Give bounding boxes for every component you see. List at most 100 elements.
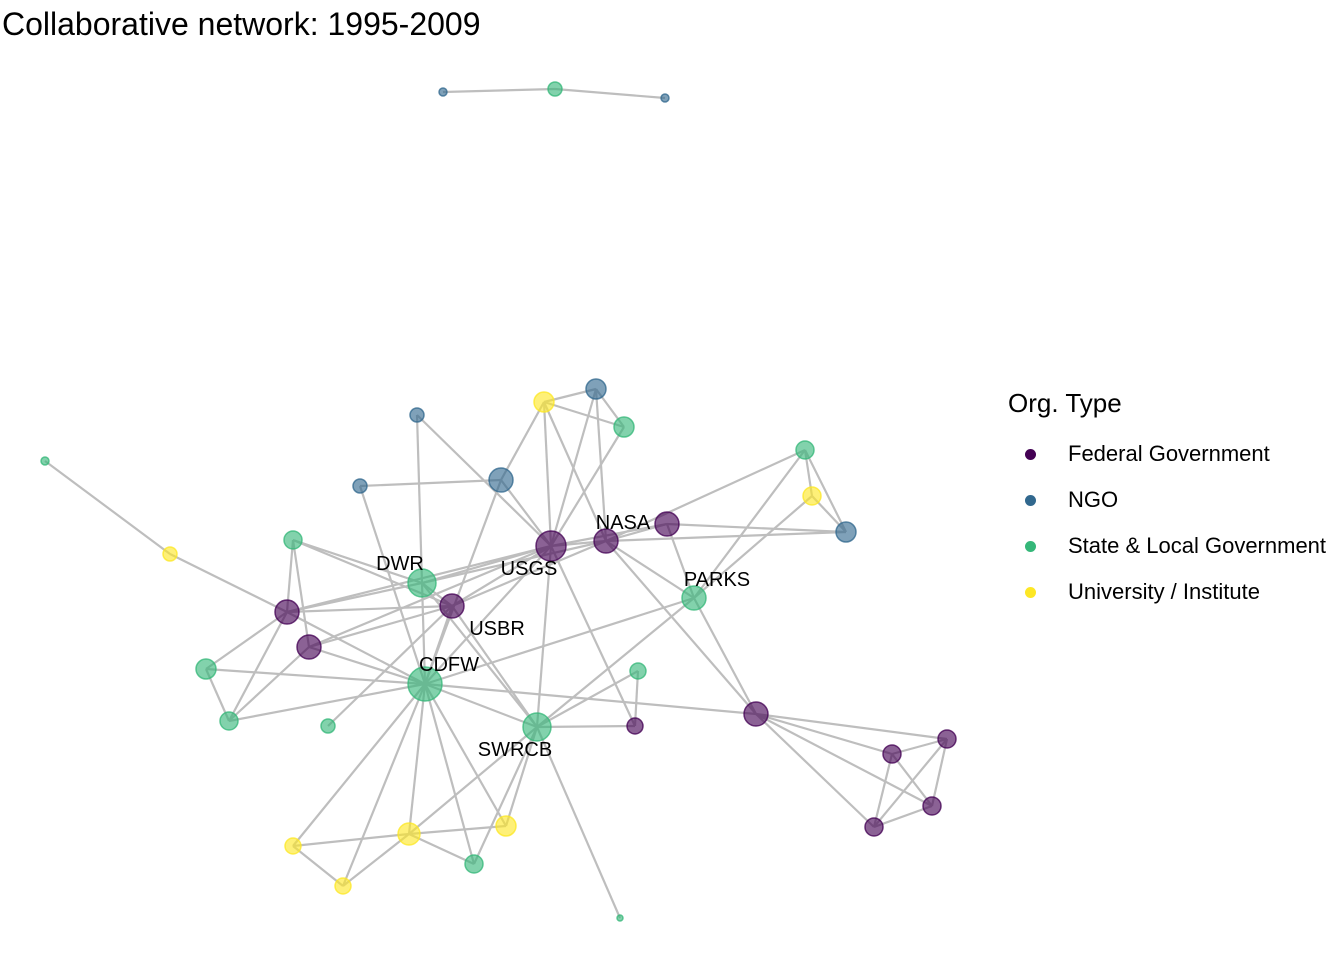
legend: Org. Type Federal Government NGO State &… (1008, 388, 1326, 615)
edge (423, 683, 476, 865)
edge (535, 726, 622, 919)
node-ur (802, 486, 822, 506)
node-label-usgs: USGS (501, 558, 558, 580)
node-label-dwr: DWR (376, 553, 424, 575)
edge (605, 448, 806, 543)
edge (873, 738, 948, 828)
edge (408, 824, 507, 836)
node-g3 (219, 711, 239, 731)
edge (500, 401, 545, 481)
edge (169, 553, 288, 613)
legend-title: Org. Type (1008, 388, 1122, 418)
node-parks (681, 585, 707, 611)
edge (451, 539, 607, 608)
edge (872, 753, 894, 828)
edge (292, 683, 426, 847)
node-uni1 (162, 546, 178, 562)
edge (408, 726, 538, 835)
edge (424, 596, 695, 686)
node-usbr (439, 593, 465, 619)
edge (536, 670, 639, 728)
node-usgs (535, 530, 567, 562)
node-f7 (937, 729, 957, 749)
chart-title: Collaborative network: 1995-2009 (2, 6, 481, 42)
node-g4 (320, 718, 336, 734)
edge (358, 485, 427, 685)
edge (327, 605, 453, 727)
nodes-layer (40, 81, 957, 922)
node-g7 (464, 854, 484, 874)
node-gr (795, 440, 815, 460)
edge (549, 388, 598, 547)
node-dwr (407, 568, 437, 598)
edge (228, 611, 288, 722)
edge (605, 530, 847, 543)
edge (542, 401, 553, 547)
edge (359, 478, 502, 488)
edge (407, 683, 427, 835)
edge (308, 604, 453, 649)
edge (292, 538, 423, 585)
edge (605, 540, 695, 599)
node-t2 (547, 81, 563, 97)
edge (308, 645, 426, 686)
node-nasa (593, 528, 619, 554)
node-n4 (585, 378, 607, 400)
edge (292, 832, 410, 848)
node-f2 (296, 634, 322, 660)
labels-layer: DWR USGS NASA USBR PARKS CDFW SWRCB (376, 512, 750, 761)
edge (755, 712, 948, 741)
node-f4 (626, 717, 644, 735)
edge (286, 611, 426, 685)
node-u1 (533, 391, 555, 413)
node-u3 (397, 822, 421, 846)
edge (286, 604, 453, 614)
edge (415, 414, 424, 584)
legend-label: Federal Government (1068, 441, 1270, 466)
node-label-nasa: NASA (596, 512, 651, 534)
edge (504, 726, 539, 827)
legend-dot-state-local-government (1025, 540, 1036, 552)
edge (44, 460, 171, 555)
node-swrcb (522, 712, 552, 742)
node-u5 (334, 877, 352, 895)
edge (633, 670, 640, 727)
node-nr (835, 521, 857, 543)
edge (205, 611, 288, 670)
node-g5 (613, 416, 635, 438)
node-g8 (616, 914, 624, 922)
edge (554, 87, 666, 100)
edge (543, 400, 625, 429)
edge (228, 682, 426, 723)
edge (442, 87, 556, 94)
edge (755, 713, 933, 807)
edge (424, 683, 507, 827)
node-g6 (629, 662, 647, 680)
node-f6 (882, 744, 902, 764)
legend-dot-university-institute (1025, 586, 1036, 598)
edge (535, 545, 553, 728)
edge (473, 726, 538, 865)
node-f9 (864, 817, 884, 837)
edge (424, 545, 552, 685)
legend-item-university-institute: University / Institute (1008, 569, 1326, 615)
edge (341, 683, 427, 887)
edge (408, 833, 475, 865)
edge (542, 401, 608, 542)
edge (292, 845, 344, 887)
node-label-swrcb: SWRCB (478, 739, 552, 761)
legend-item-state-local-government: State & Local Government (1008, 523, 1326, 569)
node-label-parks: PARKS (684, 569, 750, 591)
legend-label: State & Local Government (1068, 533, 1327, 558)
edge (755, 713, 875, 828)
legend-dot-federal-government (1025, 448, 1036, 460)
edge (536, 597, 695, 728)
edge (804, 449, 847, 533)
node-n2 (352, 478, 368, 494)
node-u4 (495, 815, 517, 837)
legend-item-federal-government: Federal Government (1008, 431, 1326, 477)
edge (755, 712, 893, 756)
edge (421, 544, 552, 585)
node-cdfw (407, 666, 443, 702)
